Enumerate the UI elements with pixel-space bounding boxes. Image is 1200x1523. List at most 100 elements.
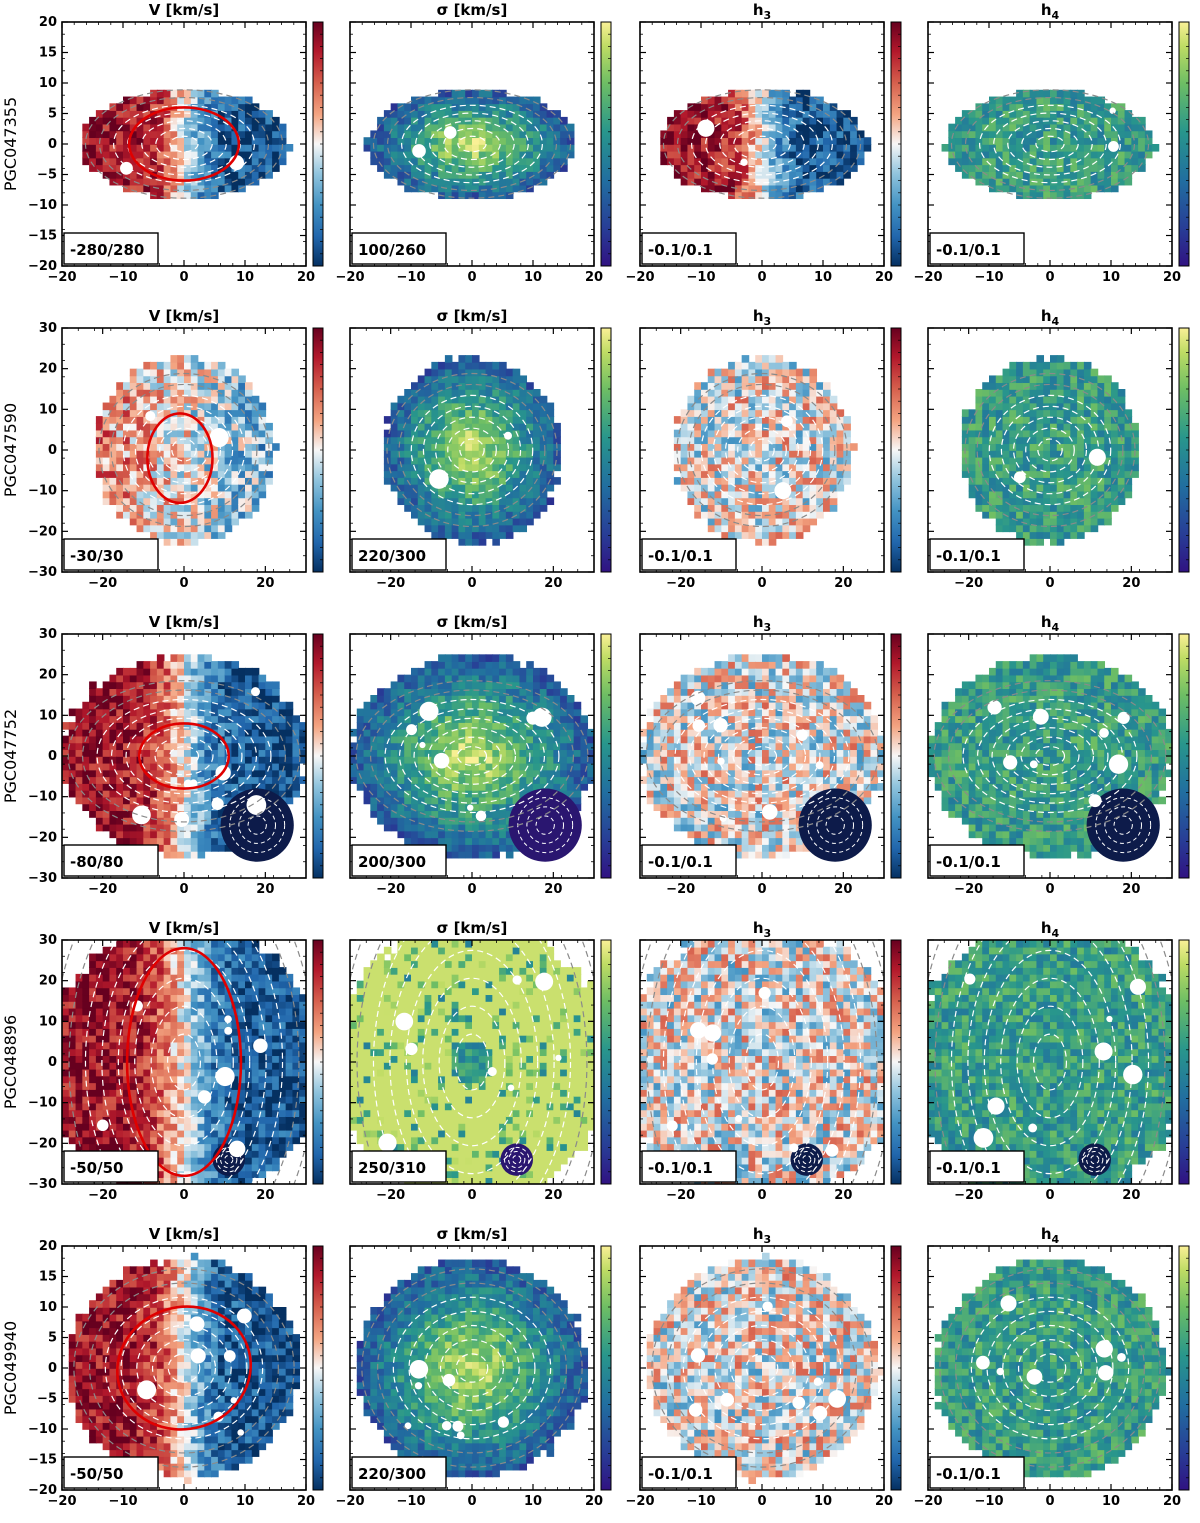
y-tick-label: −15 [28,1453,57,1468]
y-tick-label: −10 [28,1422,57,1437]
range-label: -0.1/0.1 [936,853,1001,871]
x-tick-label: 20 [1122,1188,1140,1203]
y-tick-label: −5 [37,1392,57,1407]
y-tick-label: 20 [39,668,57,683]
range-label: -30/30 [70,547,123,565]
panel-PGC047752-V: −20 0 20 −30 −20 −10 0 10 20 30 V [km/s] -80/80 [28,613,324,897]
range-label: -50/50 [70,1465,123,1483]
panel-PGC048896-V: −20 0 20 −30 −20 −10 0 10 20 30 V [km/s] -50/50 [28,919,324,1203]
range-label: 100/260 [358,241,426,259]
y-tick-label: 0 [48,749,57,764]
range-label: -0.1/0.1 [648,853,713,871]
panel-title: V [km/s] [149,1,220,19]
panel-title: σ [km/s] [437,919,508,937]
range-label: -280/280 [70,241,144,259]
x-tick-label: 0 [467,1494,476,1509]
x-tick-label: 0 [757,576,766,591]
x-tick-label: 0 [179,1188,188,1203]
galaxy-label: PGC047355 [1,97,20,191]
range-label: -80/80 [70,853,123,871]
x-tick-label: 20 [1163,1494,1181,1509]
x-tick-label: 10 [524,270,542,285]
x-tick-label: −20 [666,882,695,897]
panel-title: h3 [753,1,771,22]
x-tick-label: −20 [666,1188,695,1203]
effective-radius-ellipse [125,946,243,1178]
x-tick-label: −20 [954,1188,983,1203]
panel-title: h3 [753,613,771,634]
x-tick-label: 20 [1122,882,1140,897]
y-tick-label: 10 [39,1300,57,1315]
panel-title: h4 [1041,1,1060,22]
x-tick-label: −20 [88,1188,117,1203]
y-tick-label: 0 [48,443,57,458]
x-tick-label: −20 [954,576,983,591]
y-tick-label: −20 [28,1483,57,1498]
y-tick-label: 5 [48,107,57,122]
y-tick-label: 15 [39,46,57,61]
y-tick-label: −10 [28,790,57,805]
x-tick-label: −10 [687,1494,716,1509]
x-tick-label: 0 [467,1188,476,1203]
panel-PGC047355-h3: −20 −10 0 10 20 h3 -0.1/0.1 [626,1,902,285]
x-tick-label: 20 [256,1188,274,1203]
panel-PGC047752-h4: −20 0 20 h4 -0.1/0.1 [927,613,1190,897]
panel-PGC049940-sigma: −20 −10 0 10 20 σ [km/s] 220/300 [336,1225,612,1509]
panel-PGC047355-V: −20 −10 0 10 20 −20 −15 −10 −5 0 5 10 15 20 V [km/s] -2… [28,1,324,285]
x-tick-label: −10 [109,270,138,285]
x-tick-label: −20 [336,270,365,285]
x-tick-label: 0 [467,882,476,897]
x-tick-label: 20 [1163,270,1181,285]
x-tick-label: 0 [757,270,766,285]
panel-title: h3 [753,307,771,328]
x-tick-label: 0 [467,576,476,591]
x-tick-label: 0 [757,1494,766,1509]
x-tick-label: −20 [914,270,943,285]
x-tick-label: 20 [544,882,562,897]
galaxy-label: PGC048896 [1,1015,20,1109]
x-tick-label: 10 [814,1494,832,1509]
y-tick-label: 30 [39,933,57,948]
x-tick-label: 20 [585,270,603,285]
range-label: -0.1/0.1 [648,1465,713,1483]
panel-PGC047590-V: −20 0 20 −30 −20 −10 0 10 20 30 V [km/s] -30/30 [28,307,324,591]
panel-title: V [km/s] [149,307,220,325]
range-label: 250/310 [358,1159,426,1177]
x-tick-label: 20 [297,270,315,285]
panel-title: h3 [753,1225,771,1246]
panel-PGC047590-h3: −20 0 20 h3 -0.1/0.1 [639,307,902,591]
panel-title: σ [km/s] [437,613,508,631]
panel-title: σ [km/s] [437,1,508,19]
x-tick-label: 0 [1045,1188,1054,1203]
range-label: 220/300 [358,547,426,565]
x-tick-label: 0 [467,270,476,285]
effective-radius-ellipse [115,1305,253,1431]
x-tick-label: 0 [179,270,188,285]
y-tick-label: −30 [28,565,57,580]
x-tick-label: 0 [1045,270,1054,285]
range-label: -0.1/0.1 [936,241,1001,259]
y-tick-label: 15 [39,1270,57,1285]
panel-PGC049940-h4: −20 −10 0 10 20 h4 -0.1/0.1 [914,1225,1190,1509]
range-label: 220/300 [358,1465,426,1483]
y-tick-label: −20 [28,524,57,539]
y-tick-label: 10 [39,1014,57,1029]
x-tick-label: −10 [397,1494,426,1509]
x-tick-label: −20 [336,1494,365,1509]
x-tick-label: −10 [975,1494,1004,1509]
galaxy-label: PGC047590 [1,403,20,497]
y-tick-label: 30 [39,627,57,642]
panel-title: h3 [753,919,771,940]
range-label: -50/50 [70,1159,123,1177]
x-tick-label: 10 [1102,270,1120,285]
y-tick-label: −10 [28,198,57,213]
x-tick-label: 20 [544,576,562,591]
panel-PGC048896-sigma: −20 0 20 σ [km/s] 250/310 [349,919,612,1203]
panel-PGC049940-V: −20 −10 0 10 20 −20 −15 −10 −5 0 5 10 15 20 V [km/s] -5… [28,1225,324,1509]
y-tick-label: −30 [28,871,57,886]
y-tick-label: −5 [37,168,57,183]
x-tick-label: −20 [666,576,695,591]
panel-title: h4 [1041,1225,1060,1246]
x-tick-label: 20 [875,1494,893,1509]
x-tick-label: 0 [757,1188,766,1203]
